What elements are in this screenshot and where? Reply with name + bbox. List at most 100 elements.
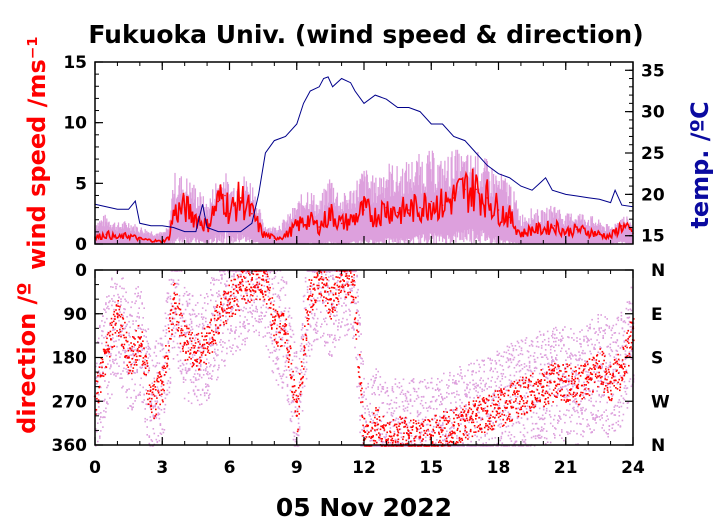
direction-spread-dot: [445, 433, 447, 436]
direction-spread-dot: [295, 370, 298, 373]
direction-spread-dot: [145, 330, 147, 333]
direction-spread-dot: [347, 281, 349, 283]
direction-spread-dot: [545, 410, 548, 412]
direction-spread-dot: [96, 430, 98, 433]
direction-point: [143, 361, 146, 364]
direction-point: [126, 364, 128, 367]
direction-spread-dot: [434, 389, 437, 391]
direction-spread-dot: [415, 391, 418, 393]
direction-spread-dot: [217, 354, 219, 356]
direction-spread-dot: [470, 362, 472, 365]
direction-spread-dot: [560, 340, 562, 343]
direction-spread-dot: [554, 337, 556, 340]
direction-spread-dot: [548, 382, 551, 384]
direction-spread-dot: [602, 337, 604, 339]
direction-spread-dot: [424, 416, 427, 419]
direction-point: [138, 350, 140, 352]
direction-spread-dot: [497, 404, 500, 407]
direction-spread-dot: [520, 349, 523, 352]
direction-spread-dot: [434, 400, 437, 403]
direction-spread-dot: [587, 338, 589, 340]
direction-point: [148, 384, 151, 386]
direction-spread-dot: [443, 439, 445, 442]
direction-spread-dot: [202, 369, 205, 371]
direction-point: [132, 367, 135, 369]
direction-spread-dot: [559, 434, 561, 437]
direction-spread-dot: [461, 401, 463, 404]
direction-spread-dot: [108, 301, 110, 304]
direction-spread-dot: [230, 270, 232, 272]
direction-spread-dot: [521, 353, 524, 356]
direction-spread-dot: [123, 367, 125, 370]
direction-spread-dot: [195, 379, 198, 381]
direction-point: [127, 349, 130, 352]
direction-point: [111, 321, 113, 324]
direction-spread-dot: [107, 403, 109, 405]
direction-spread-dot: [240, 308, 242, 311]
direction-spread-dot: [410, 380, 413, 382]
direction-spread-dot: [625, 354, 628, 356]
direction-spread-dot: [626, 316, 629, 319]
direction-spread-dot: [441, 396, 443, 399]
direction-spread-dot: [442, 424, 444, 426]
direction-spread-dot: [440, 416, 442, 419]
direction-spread-dot: [113, 308, 115, 311]
direction-spread-dot: [432, 425, 435, 428]
direction-spread-dot: [305, 329, 308, 331]
direction-spread-dot: [322, 302, 324, 304]
direction-spread-dot: [331, 302, 333, 305]
direction-spread-dot: [624, 321, 627, 324]
direction-spread-dot: [572, 355, 574, 357]
direction-spread-dot: [190, 326, 193, 328]
direction-spread-dot: [507, 358, 510, 361]
direction-point: [165, 345, 167, 347]
direction-spread-dot: [101, 342, 103, 345]
direction-point: [116, 316, 119, 319]
direction-spread-dot: [618, 399, 621, 401]
direction-spread-dot: [448, 433, 450, 435]
direction-spread-dot: [559, 380, 561, 383]
direction-spread-dot: [328, 294, 330, 296]
direction-spread-dot: [149, 445, 152, 447]
direction-spread-dot: [339, 287, 341, 289]
direction-spread-dot: [623, 340, 626, 342]
direction-spread-dot: [425, 432, 428, 435]
wind-speed-point: [385, 206, 388, 209]
direction-spread-dot: [604, 332, 606, 335]
direction-spread-dot: [143, 393, 145, 396]
direction-spread-dot: [127, 407, 129, 409]
direction-spread-dot: [249, 307, 251, 309]
direction-spread-dot: [125, 368, 127, 370]
direction-spread-dot: [189, 314, 192, 316]
direction-spread-dot: [128, 388, 130, 390]
direction-spread-dot: [358, 385, 360, 388]
direction-spread-dot: [545, 376, 548, 379]
direction-point: [194, 359, 197, 361]
direction-point: [120, 313, 123, 316]
direction-point: [147, 390, 149, 392]
direction-spread-dot: [335, 339, 337, 342]
direction-spread-dot: [188, 302, 191, 305]
direction-point: [165, 355, 168, 357]
direction-spread-dot: [452, 409, 454, 412]
direction-spread-dot: [479, 366, 481, 369]
direction-spread-dot: [151, 359, 154, 362]
direction-spread-dot: [363, 426, 365, 428]
direction-spread-dot: [352, 337, 354, 339]
direction-spread-dot: [603, 429, 605, 432]
direction-spread-dot: [237, 300, 239, 303]
direction-spread-dot: [244, 337, 246, 340]
direction-point: [173, 292, 176, 295]
direction-spread-dot: [404, 407, 407, 410]
direction-point: [139, 355, 142, 357]
direction-spread-dot: [253, 299, 255, 301]
direction-spread-dot: [541, 356, 544, 358]
direction-spread-dot: [424, 402, 427, 404]
direction-spread-dot: [180, 270, 183, 272]
direction-spread-dot: [138, 393, 140, 396]
direction-spread-dot: [126, 371, 128, 373]
direction-spread-dot: [618, 411, 621, 413]
direction-spread-dot: [270, 270, 273, 272]
direction-spread-dot: [624, 350, 627, 352]
direction-spread-dot: [399, 393, 402, 395]
